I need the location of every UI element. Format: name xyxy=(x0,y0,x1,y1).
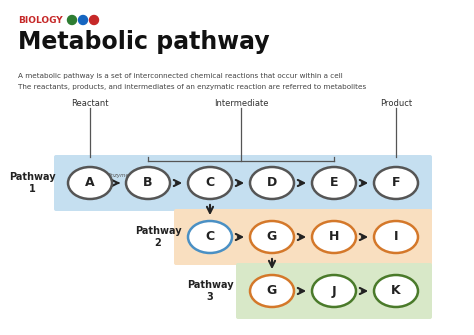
Text: A metabolic pathway is a set of interconnected chemical reactions that occur wit: A metabolic pathway is a set of intercon… xyxy=(18,73,343,79)
Ellipse shape xyxy=(312,275,356,307)
Ellipse shape xyxy=(312,167,356,199)
Text: C: C xyxy=(205,230,215,244)
Ellipse shape xyxy=(188,221,232,253)
Text: A: A xyxy=(85,177,95,190)
Text: H: H xyxy=(329,230,339,244)
Text: C: C xyxy=(205,177,215,190)
Text: Reactant: Reactant xyxy=(71,99,109,108)
Text: G: G xyxy=(267,284,277,297)
Text: Product: Product xyxy=(380,99,412,108)
Circle shape xyxy=(79,15,88,24)
Text: BIOLOGY: BIOLOGY xyxy=(18,16,63,25)
Text: Intermediate: Intermediate xyxy=(214,99,268,108)
Ellipse shape xyxy=(126,167,170,199)
Text: K: K xyxy=(391,284,401,297)
Text: Pathway
2: Pathway 2 xyxy=(135,226,182,248)
Text: I: I xyxy=(394,230,398,244)
Text: B: B xyxy=(143,177,153,190)
Text: The reactants, products, and intermediates of an enzymatic reaction are referred: The reactants, products, and intermediat… xyxy=(18,84,366,90)
Ellipse shape xyxy=(68,167,112,199)
Circle shape xyxy=(67,15,76,24)
Text: G: G xyxy=(267,230,277,244)
Text: Metabolic pathway: Metabolic pathway xyxy=(18,30,270,54)
Ellipse shape xyxy=(250,167,294,199)
FancyBboxPatch shape xyxy=(54,155,432,211)
Text: F: F xyxy=(392,177,400,190)
Ellipse shape xyxy=(374,167,418,199)
Text: Pathway
3: Pathway 3 xyxy=(187,280,233,302)
Text: J: J xyxy=(332,284,337,297)
Text: Enzyme: Enzyme xyxy=(108,173,130,178)
Ellipse shape xyxy=(374,221,418,253)
Ellipse shape xyxy=(374,275,418,307)
FancyBboxPatch shape xyxy=(236,263,432,319)
Ellipse shape xyxy=(250,221,294,253)
Text: Pathway
1: Pathway 1 xyxy=(9,172,55,194)
Ellipse shape xyxy=(312,221,356,253)
Ellipse shape xyxy=(250,275,294,307)
Circle shape xyxy=(90,15,99,24)
FancyBboxPatch shape xyxy=(174,209,432,265)
Ellipse shape xyxy=(188,167,232,199)
Text: E: E xyxy=(330,177,338,190)
Text: D: D xyxy=(267,177,277,190)
